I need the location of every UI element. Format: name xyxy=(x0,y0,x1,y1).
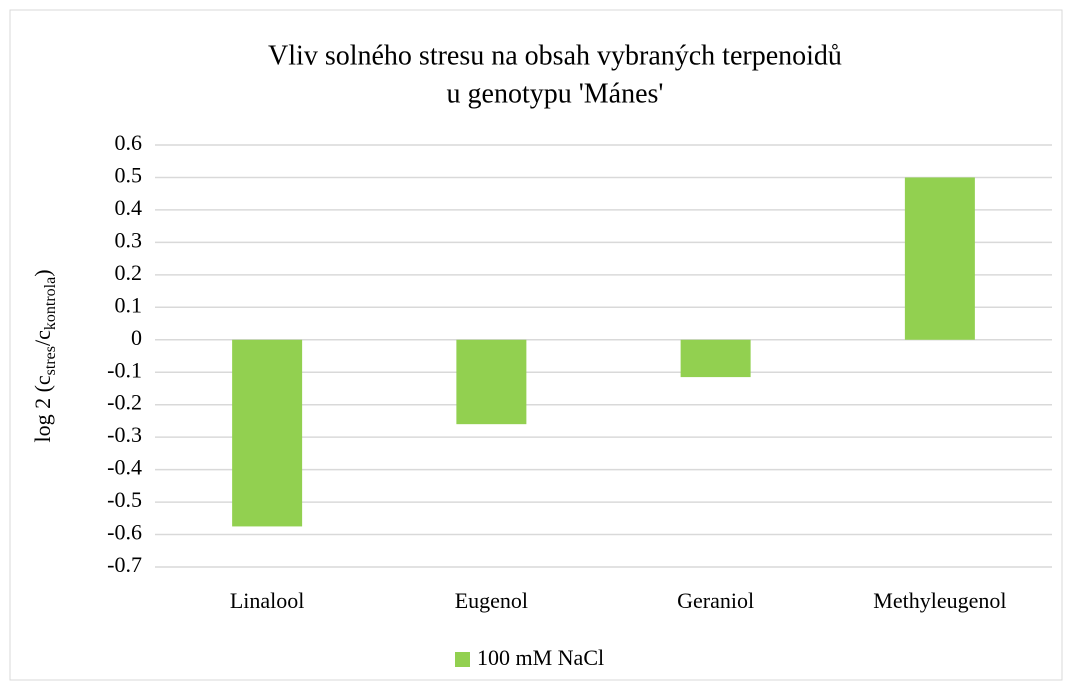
bar xyxy=(456,339,527,425)
bar xyxy=(680,339,751,378)
y-axis-label-part: log 2 (c xyxy=(30,375,55,442)
y-tick-label: -0.2 xyxy=(107,390,142,415)
x-tick-label: Eugenol xyxy=(455,588,528,613)
y-tick-label: -0.5 xyxy=(107,487,142,512)
y-axis-label-part: ) xyxy=(30,269,55,276)
y-axis-label-part: stres xyxy=(42,346,59,375)
x-tick-label: Geraniol xyxy=(677,588,754,613)
x-tick-label: Linalool xyxy=(230,588,305,613)
y-tick-label: 0.6 xyxy=(115,130,143,155)
y-tick-label: 0 xyxy=(131,325,142,350)
y-tick-label: 0.1 xyxy=(115,292,143,317)
y-tick-label: -0.6 xyxy=(107,520,142,545)
legend-swatch xyxy=(455,652,470,667)
chart-border xyxy=(9,9,1063,681)
y-axis-label-part: /c xyxy=(30,330,55,346)
y-tick-label: -0.3 xyxy=(107,422,142,447)
y-tick-label: 0.5 xyxy=(115,163,143,188)
y-tick-label: -0.7 xyxy=(107,552,142,577)
y-axis-label-part: kontrola xyxy=(42,277,59,330)
y-tick-label: 0.3 xyxy=(115,227,143,252)
bar xyxy=(904,177,975,340)
y-axis-label: log 2 (cstres/ckontrola) xyxy=(30,269,59,442)
chart-title: Vliv solného stresu na obsah vybraných t… xyxy=(268,40,842,71)
x-tick-label: Methyleugenol xyxy=(873,588,1006,613)
y-tick-label: 0.2 xyxy=(115,260,143,285)
y-tick-label: -0.4 xyxy=(107,455,142,480)
y-tick-label: 0.4 xyxy=(115,195,143,220)
chart-title: u genotypu 'Mánes' xyxy=(447,78,664,109)
legend-label: 100 mM NaCl xyxy=(477,645,604,670)
y-tick-label: -0.1 xyxy=(107,357,142,382)
bar xyxy=(232,339,303,527)
